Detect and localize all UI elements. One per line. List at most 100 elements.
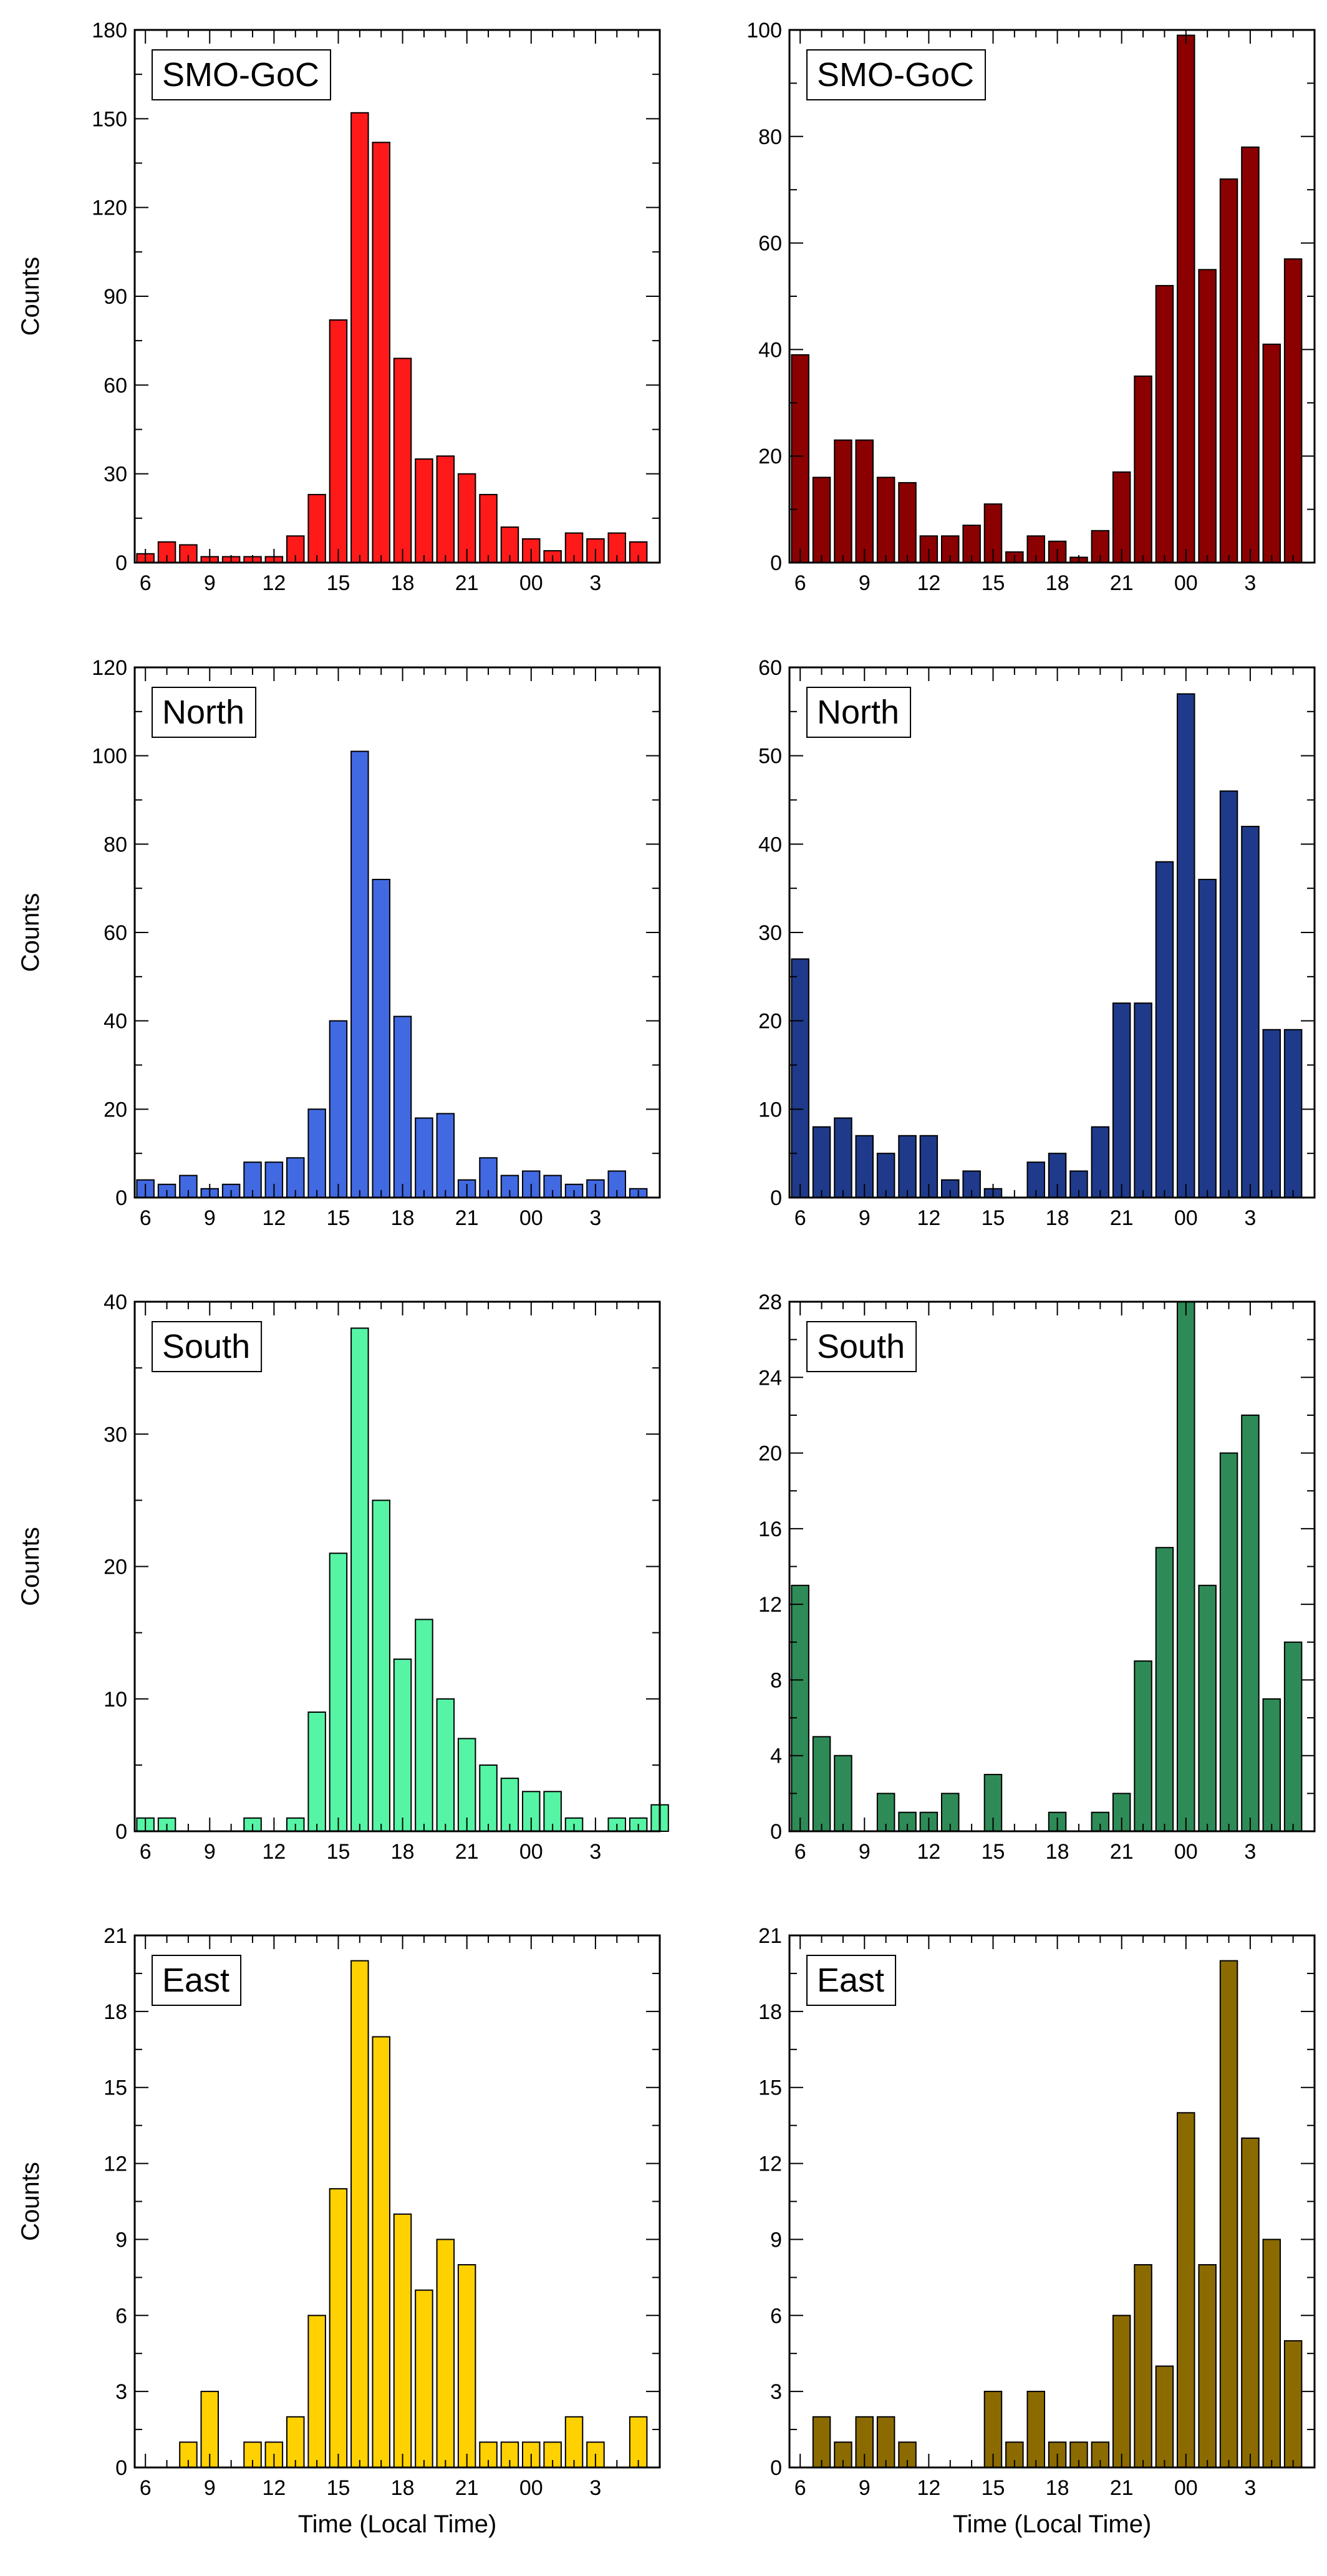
bar: [307, 1712, 326, 1832]
panel-label: North: [152, 687, 257, 738]
bar: [1134, 375, 1152, 563]
chart-panel-7: 6 9 12 15 18 21 00 3 0 3 6 9 12 15 18 21 East Counts Time …: [17, 1924, 661, 2538]
bar: [500, 1778, 519, 1833]
bar: [436, 1113, 455, 1199]
y-tick-label: 60: [104, 374, 127, 397]
y-tick-label: 21: [104, 1924, 127, 1948]
x-tick-label: 15: [327, 1206, 350, 1230]
bar: [329, 319, 348, 563]
y-tick-label: 0: [770, 1820, 782, 1844]
x-tick-label: 15: [327, 1840, 350, 1864]
bar: [479, 2441, 498, 2468]
bar: [1134, 2264, 1152, 2468]
bar: [1241, 2138, 1260, 2468]
y-tick-label: 100: [746, 19, 782, 42]
panel-label: North: [806, 687, 912, 738]
panel-label-box: [806, 1321, 917, 1372]
x-axis-title: Time (Local Time): [953, 2511, 1152, 2538]
y-tick-label: 150: [92, 107, 127, 131]
y-tick-label: 120: [92, 196, 127, 220]
bar: [629, 2416, 648, 2469]
panel-label-box: [152, 1955, 242, 2006]
bar: [457, 473, 476, 564]
bar: [457, 2264, 476, 2468]
bar: [350, 1960, 369, 2469]
x-axis-title: Time (Local Time): [298, 2511, 497, 2538]
x-tick-label: 9: [859, 1206, 871, 1230]
y-tick-label: 60: [758, 232, 782, 256]
bar: [898, 1135, 917, 1199]
bar: [1283, 1029, 1303, 1199]
bar: [1091, 1126, 1110, 1198]
bar: [415, 1117, 433, 1198]
x-tick-label: 00: [1174, 2476, 1198, 2500]
x-tick-label: 18: [391, 1206, 415, 1230]
bar: [393, 357, 412, 563]
bar: [1198, 269, 1217, 563]
bar: [1283, 1641, 1303, 1833]
panel-label: South: [806, 1321, 917, 1372]
bar: [1177, 693, 1195, 1198]
panel-label-text: North: [162, 694, 244, 731]
x-tick-label: 9: [859, 1840, 871, 1864]
bar: [1262, 1698, 1281, 1833]
x-tick-label: 9: [859, 2476, 871, 2500]
x-tick-label: 6: [794, 1840, 806, 1864]
bar: [479, 1764, 498, 1832]
y-tick-label: 18: [104, 2000, 127, 2024]
bar: [329, 1552, 348, 1833]
bar: [1155, 284, 1174, 563]
bar: [372, 142, 390, 564]
panel-label: East: [806, 1955, 897, 2006]
x-tick-label: 9: [204, 1206, 216, 1230]
y-tick-label: 21: [758, 1924, 782, 1948]
bar: [834, 1117, 852, 1198]
bar: [1219, 790, 1238, 1199]
y-tick-label: 0: [115, 1186, 127, 1210]
x-tick-label: 3: [589, 571, 601, 595]
panel-label-text: East: [817, 1962, 884, 1999]
bar: [307, 493, 326, 564]
bar: [898, 482, 917, 564]
bar: [876, 1153, 895, 1198]
panel-label: SMO-GoC: [152, 49, 332, 100]
bar: [812, 2416, 831, 2469]
y-tick-label: 12: [758, 2152, 782, 2176]
x-tick-label: 12: [917, 2476, 940, 2500]
x-tick-label: 15: [982, 1840, 1005, 1864]
bar: [1112, 471, 1131, 563]
y-tick-label: 20: [104, 1098, 127, 1121]
y-tick-label: 10: [758, 1098, 782, 1121]
x-tick-label: 00: [519, 2476, 543, 2500]
y-tick-label: 180: [92, 19, 127, 42]
bar: [1155, 2365, 1174, 2468]
y-tick-label: 24: [758, 1366, 782, 1390]
x-tick-label: 21: [455, 1840, 479, 1864]
y-tick-label: 80: [104, 833, 127, 856]
y-tick-label: 80: [758, 125, 782, 149]
y-tick-label: 6: [770, 2304, 782, 2328]
y-tick-label: 3: [770, 2380, 782, 2404]
bar: [1134, 1002, 1152, 1199]
bar: [436, 2239, 455, 2468]
bar: [1241, 826, 1260, 1198]
x-tick-label: 3: [1244, 2476, 1256, 2500]
y-tick-label: 8: [770, 1668, 782, 1692]
x-tick-label: 6: [140, 1840, 152, 1864]
bar: [1155, 861, 1174, 1198]
y-tick-label: 60: [104, 921, 127, 945]
bar: [1112, 2315, 1131, 2469]
x-tick-label: 9: [204, 1840, 216, 1864]
panel-label-box: [806, 687, 912, 738]
y-tick-label: 15: [758, 2076, 782, 2100]
y-tick-label: 20: [758, 1442, 782, 1466]
x-tick-label: 18: [391, 2476, 415, 2500]
bar: [329, 2188, 348, 2468]
bar: [1241, 146, 1260, 563]
bar: [415, 458, 433, 564]
bar: [791, 1584, 809, 1833]
y-tick-label: 28: [758, 1290, 782, 1314]
y-tick-label: 40: [758, 338, 782, 362]
bar: [812, 1736, 831, 1832]
y-tick-label: 0: [770, 551, 782, 575]
